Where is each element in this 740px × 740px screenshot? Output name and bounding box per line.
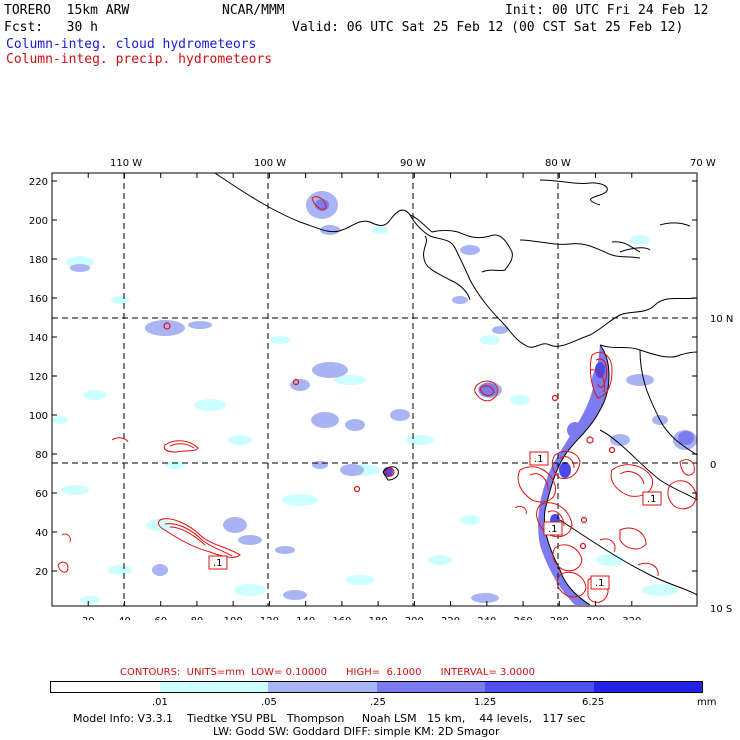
model-info-line1: Model Info: V3.3.1 Tiedtke YSU PBL Thomp… bbox=[73, 712, 586, 725]
contour-label-text: .1 bbox=[534, 454, 544, 465]
lon-label-70w: 70 W bbox=[690, 158, 716, 169]
model-info-line2: LW: Godd SW: Goddard DIFF: simple KM: 2D… bbox=[213, 725, 500, 738]
scale-unit: mm bbox=[697, 697, 717, 708]
scale-label-005: .05 bbox=[261, 697, 277, 708]
contours-info: CONTOURS: UNITS=mm LOW= 0.10000 HIGH= 6.… bbox=[120, 667, 535, 678]
contour-label: .1 bbox=[529, 451, 549, 466]
longitude-labels: 110 W 100 W 90 W 80 W 70 W bbox=[110, 158, 716, 169]
x-axis: 20 40 60 80 100 120 140 160 180 200 220 240 260 280 30… bbox=[82, 173, 641, 620]
contour-value-labels: .1 .1 .1 .1 .1 bbox=[208, 451, 662, 590]
y-tick-label: 20 bbox=[35, 567, 48, 578]
contour-label-text: .1 bbox=[647, 494, 657, 505]
contour-label: .1 bbox=[543, 521, 563, 536]
y-tick-label: 200 bbox=[29, 216, 48, 227]
x-tick-label: 60 bbox=[154, 616, 167, 620]
x-tick-label: 120 bbox=[260, 616, 279, 620]
cloud-hydrometeor-label: Column-integ. cloud hydrometeors bbox=[6, 37, 257, 52]
precip-contours bbox=[57, 196, 697, 603]
x-tick-label: 200 bbox=[405, 616, 424, 620]
x-tick-label: 180 bbox=[369, 616, 388, 620]
scale-label-025: .25 bbox=[370, 697, 386, 708]
plot-frame bbox=[51, 172, 698, 607]
precip-dots bbox=[163, 322, 616, 550]
latitude-labels: 10 N 0 10 S bbox=[710, 314, 733, 615]
scale-label-625: 6.25 bbox=[582, 697, 605, 708]
y-tick-label: 160 bbox=[29, 294, 48, 305]
center-title: NCAR/MMM bbox=[222, 3, 285, 18]
valid-time: Valid: 06 UTC Sat 25 Feb 12 (00 CST Sat … bbox=[292, 20, 684, 35]
x-tick-label: 300 bbox=[586, 616, 605, 620]
scale-swatch-4 bbox=[485, 682, 594, 692]
precip-hydrometeor-label: Column-integ. precip. hydrometeors bbox=[6, 52, 273, 67]
plot-area bbox=[52, 173, 697, 606]
contour-label: .1 bbox=[208, 555, 228, 570]
x-tick-label: 260 bbox=[514, 616, 533, 620]
y-tick-label: 60 bbox=[35, 489, 48, 500]
y-axis: 220 200 180 160 140 120 100 80 60 40 20 bbox=[29, 177, 697, 578]
contour-label-text: .1 bbox=[213, 558, 223, 569]
x-tick-label: 240 bbox=[477, 616, 496, 620]
x-tick-label: 220 bbox=[441, 616, 460, 620]
y-tick-label: 120 bbox=[29, 372, 48, 383]
scale-swatch-0 bbox=[51, 682, 160, 692]
x-tick-label: 320 bbox=[622, 616, 641, 620]
model-title: TORERO 15km ARW bbox=[4, 3, 130, 18]
contour-label: .1 bbox=[642, 491, 662, 506]
weather-map: 110 W 100 W 90 W 80 W 70 W 10 N 0 10 S bbox=[29, 158, 733, 620]
init-time: Init: 00 UTC Fri 24 Feb 12 bbox=[505, 3, 709, 18]
scale-swatch-1 bbox=[159, 682, 268, 692]
x-tick-label: 140 bbox=[296, 616, 315, 620]
y-tick-label: 100 bbox=[29, 411, 48, 422]
scale-swatch-2 bbox=[268, 682, 377, 692]
y-tick-label: 180 bbox=[29, 255, 48, 266]
y-tick-label: 40 bbox=[35, 528, 48, 539]
contour-label-text: .1 bbox=[548, 524, 558, 535]
lat-label-10n: 10 N bbox=[710, 314, 733, 325]
scale-swatch-5 bbox=[593, 682, 702, 692]
x-tick-label: 100 bbox=[224, 616, 243, 620]
x-tick-label: 80 bbox=[191, 616, 204, 620]
lat-label-0: 0 bbox=[710, 460, 716, 471]
forecast-hour: Fcst: 30 h bbox=[4, 20, 98, 35]
contour-label: .1 bbox=[590, 575, 610, 590]
lon-label-90w: 90 W bbox=[400, 158, 426, 169]
lat-label-10s: 10 S bbox=[710, 604, 732, 615]
x-tick-label: 280 bbox=[550, 616, 569, 620]
y-tick-label: 80 bbox=[35, 450, 48, 461]
contour-label-text: .1 bbox=[595, 578, 605, 589]
lon-label-80w: 80 W bbox=[545, 158, 571, 169]
x-tick-label: 160 bbox=[332, 616, 351, 620]
scale-swatch-3 bbox=[376, 682, 485, 692]
y-tick-label: 140 bbox=[29, 333, 48, 344]
x-tick-label: 40 bbox=[118, 616, 131, 620]
scale-label-125: 1.25 bbox=[474, 697, 497, 708]
y-tick-label: 220 bbox=[29, 177, 48, 188]
lon-label-110w: 110 W bbox=[110, 158, 142, 169]
lon-label-100w: 100 W bbox=[254, 158, 286, 169]
color-scale-bar bbox=[50, 681, 703, 693]
x-tick-label: 20 bbox=[82, 616, 95, 620]
scale-label-001: .01 bbox=[152, 697, 168, 708]
